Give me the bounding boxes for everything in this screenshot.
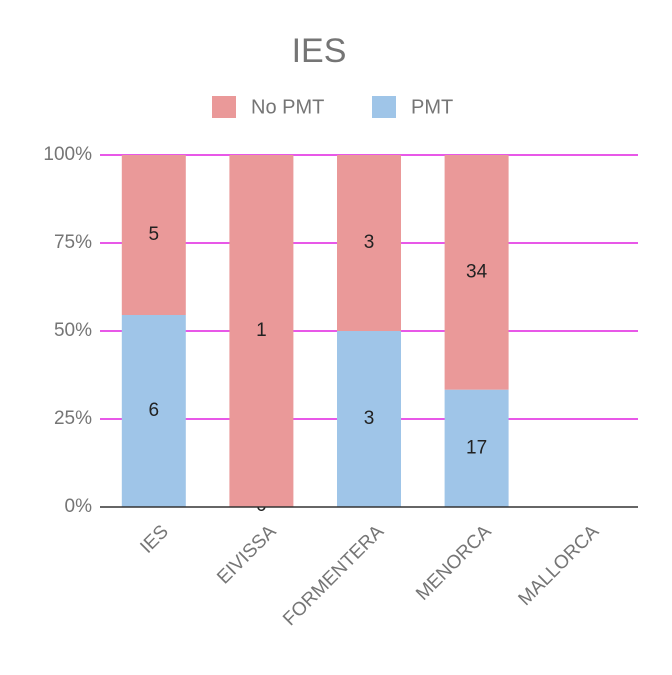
bar-segment [121,155,186,315]
chart-title: IES [292,32,347,70]
legend-swatch [212,96,236,118]
data-label: 3 [364,408,375,429]
legend-label: No PMT [251,96,324,118]
bar-segment [337,155,401,331]
bar-segment [121,315,186,507]
data-label: 6 [149,400,160,421]
data-label: 1 [256,320,267,341]
legend-label: PMT [411,96,453,118]
y-tick-label: 100% [43,144,92,165]
bar-segment [337,331,401,507]
data-label: 3 [364,232,375,253]
bar-segment [444,389,509,507]
data-label: 34 [466,261,488,282]
y-tick-label: 0% [65,496,93,517]
bar-segment [444,155,509,390]
y-tick-label: 50% [54,320,92,341]
data-label: 17 [466,437,487,458]
y-tick-label: 25% [54,408,92,429]
y-tick-label: 75% [54,232,92,253]
bar-segment [229,155,294,507]
data-label: 5 [149,224,160,245]
legend-swatch [372,96,396,118]
